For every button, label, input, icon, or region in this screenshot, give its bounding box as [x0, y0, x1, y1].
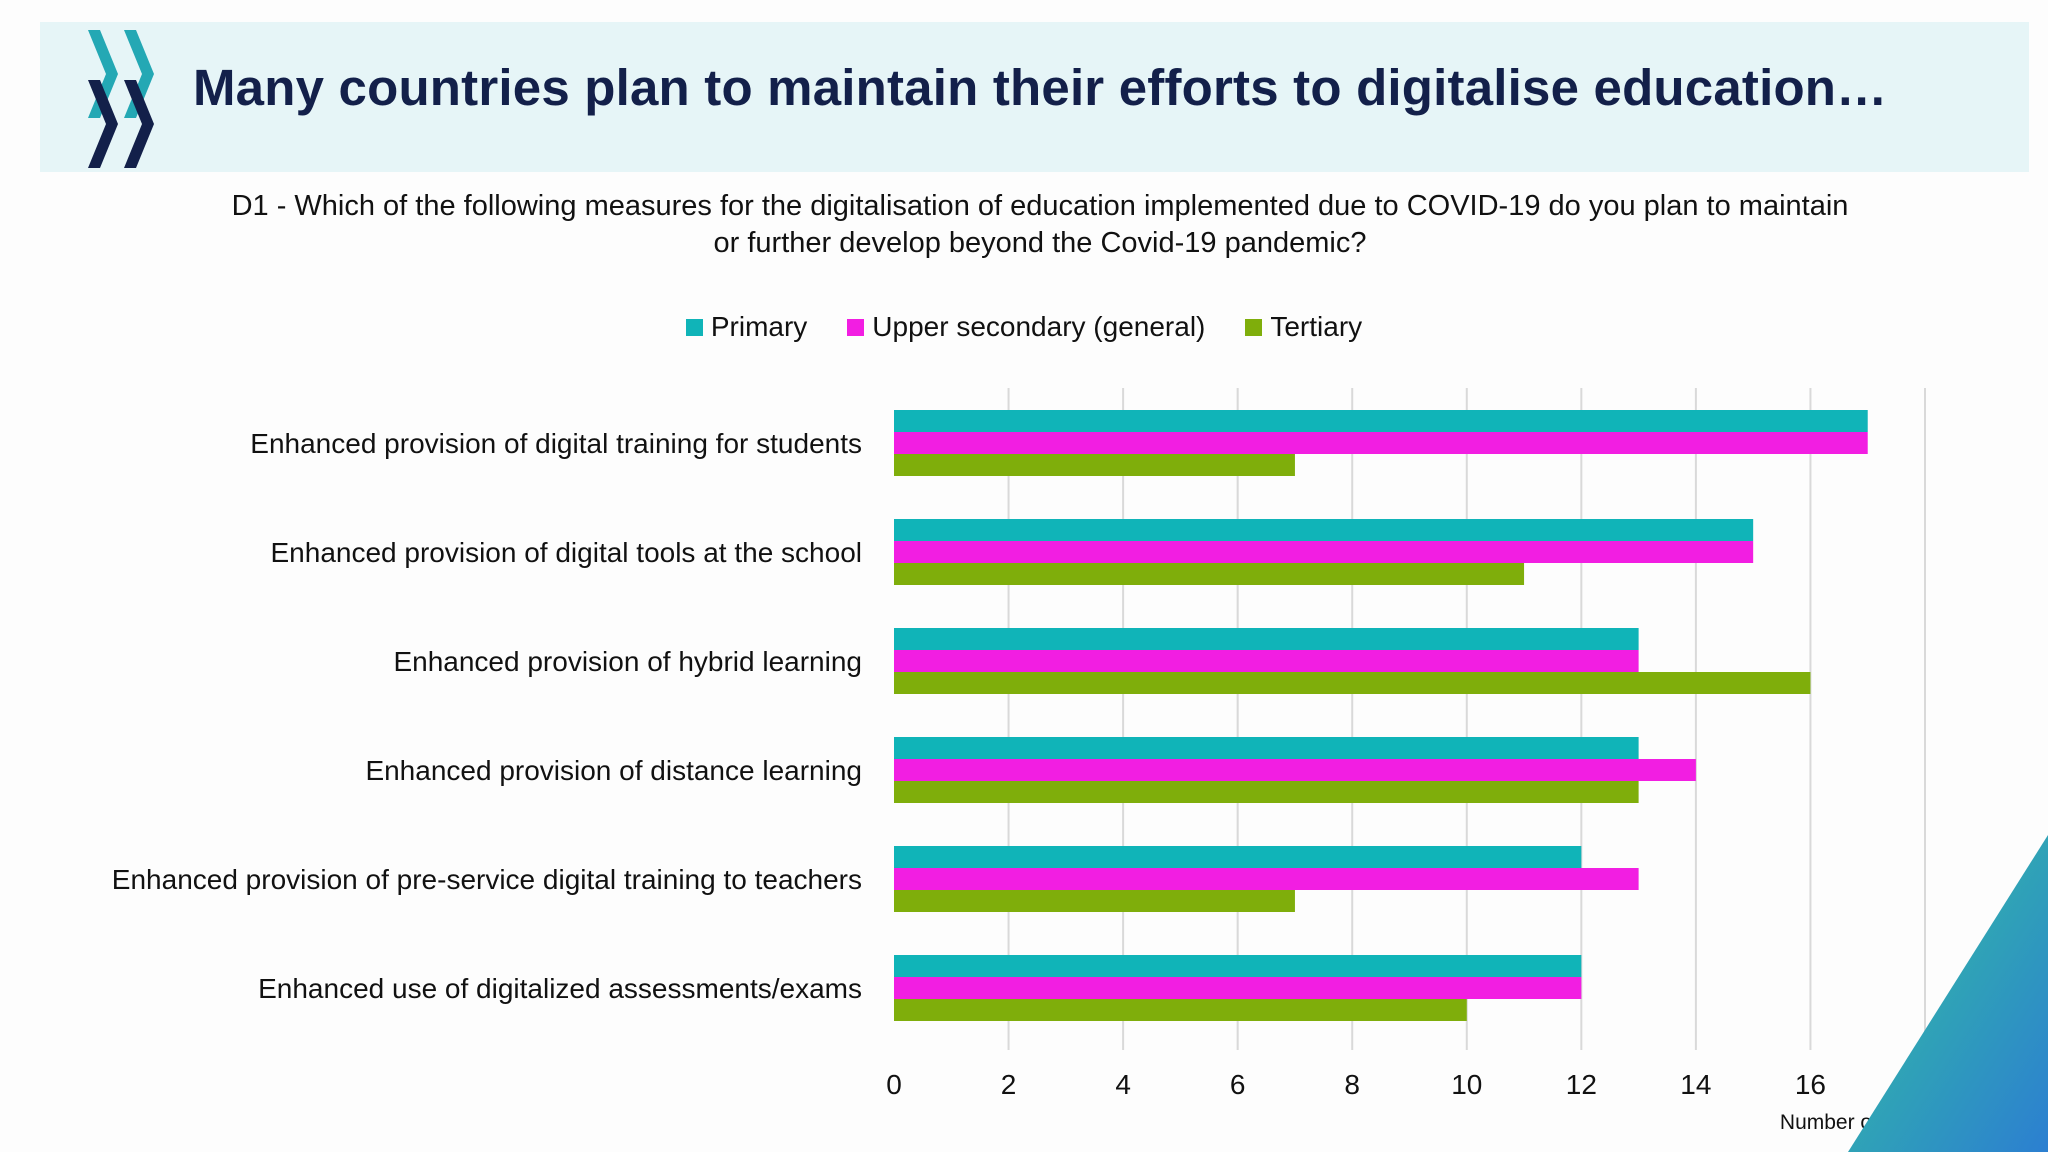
- x-tick-label-5: 10: [1451, 1069, 1482, 1100]
- bar-0-2: [894, 454, 1295, 476]
- x-tick-label-3: 6: [1230, 1069, 1246, 1100]
- bar-2-1: [894, 650, 1639, 672]
- bar-5-2: [894, 999, 1467, 1021]
- chart-legend: Primary Upper secondary (general) Tertia…: [0, 311, 2048, 343]
- category-label-5: Enhanced use of digitalized assessments/…: [258, 973, 862, 1004]
- survey-question-line-1: D1 - Which of the following measures for…: [231, 190, 1849, 222]
- survey-question: D1 - Which of the following measures for…: [140, 188, 1940, 262]
- x-tick-label-1: 2: [1001, 1069, 1017, 1100]
- x-tick-label-0: 0: [886, 1069, 902, 1100]
- bar-3-1: [894, 759, 1696, 781]
- bar-0-0: [894, 410, 1868, 432]
- legend-item-primary: Primary: [685, 311, 808, 343]
- legend-item-tertiary: Tertiary: [1245, 311, 1362, 343]
- legend-swatch-tertiary: [1245, 318, 1263, 336]
- bar-4-1: [894, 868, 1639, 890]
- x-tick-label-4: 8: [1344, 1069, 1360, 1100]
- header-band: [40, 22, 2029, 172]
- legend-swatch-primary: [685, 318, 703, 336]
- legend-label-primary: Primary: [710, 311, 808, 342]
- slide-title: Many countries plan to maintain their ef…: [193, 59, 1888, 116]
- bar-1-1: [894, 541, 1754, 563]
- bar-5-0: [894, 955, 1582, 977]
- bar-4-2: [894, 890, 1295, 912]
- x-tick-label-7: 14: [1680, 1069, 1711, 1100]
- legend-label-upper-secondary: Upper secondary (general): [872, 311, 1206, 342]
- bar-1-0: [894, 519, 1754, 541]
- bar-2-0: [894, 628, 1639, 650]
- category-label-0: Enhanced provision of digital training f…: [250, 428, 862, 459]
- bar-2-2: [894, 672, 1811, 694]
- bar-1-2: [894, 563, 1525, 585]
- bar-3-0: [894, 737, 1639, 759]
- x-tick-label-6: 12: [1566, 1069, 1597, 1100]
- oecd-chevrons-icon: [88, 30, 154, 168]
- category-label-4: Enhanced provision of pre-service digita…: [112, 864, 862, 895]
- x-tick-label-2: 4: [1115, 1069, 1131, 1100]
- category-label-3: Enhanced provision of distance learning: [365, 755, 862, 786]
- legend-item-upper-secondary: Upper secondary (general): [847, 311, 1205, 343]
- bar-4-0: [894, 846, 1582, 868]
- legend-label-tertiary: Tertiary: [1270, 311, 1363, 342]
- legend-swatch-upper-secondary: [847, 318, 865, 336]
- bar-0-1: [894, 432, 1868, 454]
- survey-question-line-2: or further develop beyond the Covid-19 p…: [713, 227, 1367, 259]
- x-tick-label-8: 16: [1795, 1069, 1826, 1100]
- category-label-1: Enhanced provision of digital tools at t…: [271, 537, 863, 568]
- bar-5-1: [894, 977, 1582, 999]
- bar-3-2: [894, 781, 1639, 803]
- category-label-2: Enhanced provision of hybrid learning: [393, 646, 862, 677]
